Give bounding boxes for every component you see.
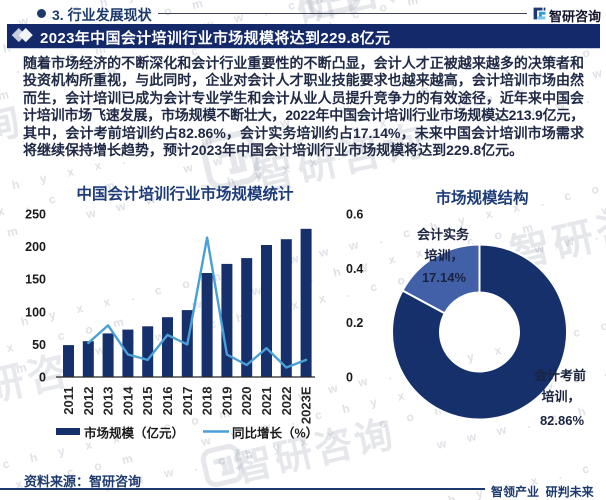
svg-text:2014: 2014 [120,386,135,416]
svg-text:150: 150 [25,273,46,287]
svg-text:同比增长（%）: 同比增长（%） [232,426,318,441]
svg-text:2023E: 2023E [299,386,314,424]
svg-text:培训，: 培训， [424,248,463,263]
svg-text:2017: 2017 [180,387,195,416]
svg-text:市场规模结构: 市场规模结构 [435,188,528,207]
svg-text:2018: 2018 [200,387,215,416]
svg-text:会计考前: 会计考前 [534,368,586,383]
svg-text:会计实务: 会计实务 [417,227,470,242]
svg-text:0: 0 [39,371,46,385]
svg-text:中国会计培训行业市场规模统计: 中国会计培训行业市场规模统计 [76,184,294,203]
svg-text:250: 250 [25,208,46,222]
svg-text:100: 100 [25,305,46,319]
svg-text:0.2: 0.2 [346,316,363,330]
svg-text:市场规模（亿元）: 市场规模（亿元） [84,426,184,441]
svg-text:2012: 2012 [81,387,96,416]
svg-text:82.86%: 82.86% [540,413,585,428]
svg-text:2013: 2013 [101,387,116,416]
svg-text:17.14%: 17.14% [422,270,467,285]
svg-text:2021: 2021 [259,387,274,416]
svg-text:2011: 2011 [61,387,76,415]
svg-text:0.4: 0.4 [346,262,363,276]
svg-text:0: 0 [346,371,353,385]
svg-text:200: 200 [25,240,46,254]
svg-text:50: 50 [32,338,46,352]
svg-text:2022: 2022 [279,387,294,416]
svg-text:2015: 2015 [140,387,155,416]
svg-text:2016: 2016 [160,387,175,416]
svg-text:培训，: 培训， [541,389,580,404]
svg-text:2019: 2019 [219,387,234,416]
svg-text:2020: 2020 [239,387,254,416]
svg-text:0.6: 0.6 [346,208,363,222]
